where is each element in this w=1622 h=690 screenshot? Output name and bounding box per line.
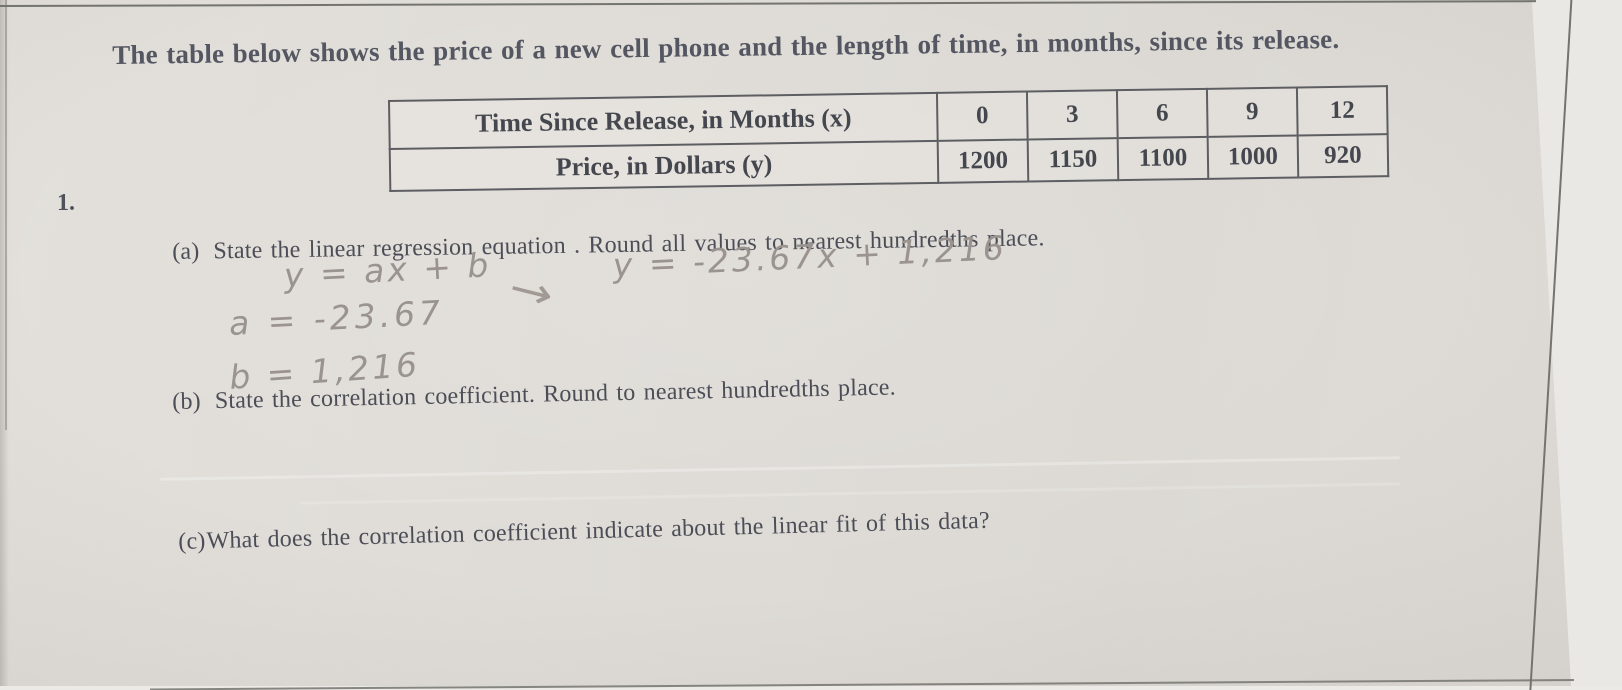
part-c-label: (c) — [178, 528, 206, 555]
left-border-line — [5, 0, 7, 430]
row-label-price: Price, in Dollars (y) — [389, 140, 939, 191]
problem-number: 1. — [57, 190, 75, 216]
left-edge-shadow — [0, 0, 9, 686]
table-cell: 920 — [1297, 134, 1389, 178]
row-label-time: Time Since Release, in Months (x) — [389, 92, 938, 149]
part-b-label: (b) — [172, 388, 202, 415]
data-table: Time Since Release, in Months (x) 0 3 6 … — [388, 85, 1390, 192]
table-cell: 1150 — [1027, 138, 1119, 182]
data-table-wrap: Time Since Release, in Months (x) 0 3 6 … — [388, 85, 1390, 192]
table-cell: 0 — [936, 91, 1028, 141]
table-cell: 12 — [1296, 86, 1388, 136]
table-cell: 1200 — [937, 139, 1029, 183]
table-cell: 6 — [1116, 88, 1208, 139]
table-cell: 1100 — [1117, 136, 1209, 181]
table-cell: 1000 — [1207, 135, 1299, 179]
table-cell: 3 — [1026, 90, 1118, 140]
table-cell: 9 — [1206, 87, 1298, 137]
part-a-label: (a) — [172, 238, 200, 265]
